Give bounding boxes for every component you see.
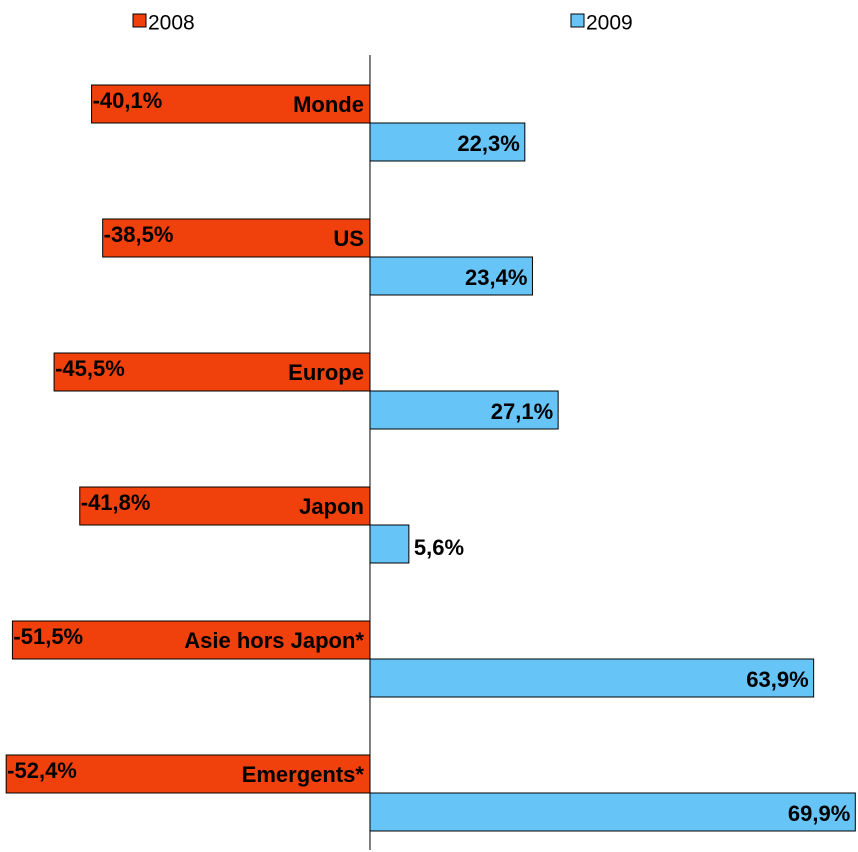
bar xyxy=(5,754,371,794)
data-label: -45,5% xyxy=(55,356,125,381)
legend-swatch xyxy=(570,13,585,28)
data-label: 27,1% xyxy=(491,399,553,424)
category-label: Monde xyxy=(293,92,364,117)
legend-label: 2008 xyxy=(148,12,195,35)
bar xyxy=(79,486,371,526)
bar xyxy=(11,620,371,660)
category-label: Europe xyxy=(288,360,364,385)
category-label: Emergents* xyxy=(242,762,365,787)
category-label: US xyxy=(333,226,364,251)
data-label: -40,1% xyxy=(93,88,163,113)
data-label: -51,5% xyxy=(13,624,83,649)
data-label: -38,5% xyxy=(104,222,174,247)
bar xyxy=(369,524,410,564)
data-label: 22,3% xyxy=(457,131,519,156)
data-label: 63,9% xyxy=(746,667,808,692)
data-label: 5,6% xyxy=(414,535,464,560)
category-label: Japon xyxy=(299,494,364,519)
bar xyxy=(53,352,371,392)
bar xyxy=(91,84,371,124)
bar xyxy=(102,218,371,258)
data-label: -52,4% xyxy=(7,758,77,783)
data-label: 23,4% xyxy=(465,265,527,290)
legend-label: 2009 xyxy=(586,12,633,35)
category-label: Asie hors Japon* xyxy=(184,628,364,653)
legend-swatch xyxy=(132,13,147,28)
bar xyxy=(369,792,856,832)
bar xyxy=(369,256,533,296)
bar xyxy=(369,122,526,162)
data-label: -41,8% xyxy=(81,490,151,515)
data-label: 69,9% xyxy=(788,801,850,826)
